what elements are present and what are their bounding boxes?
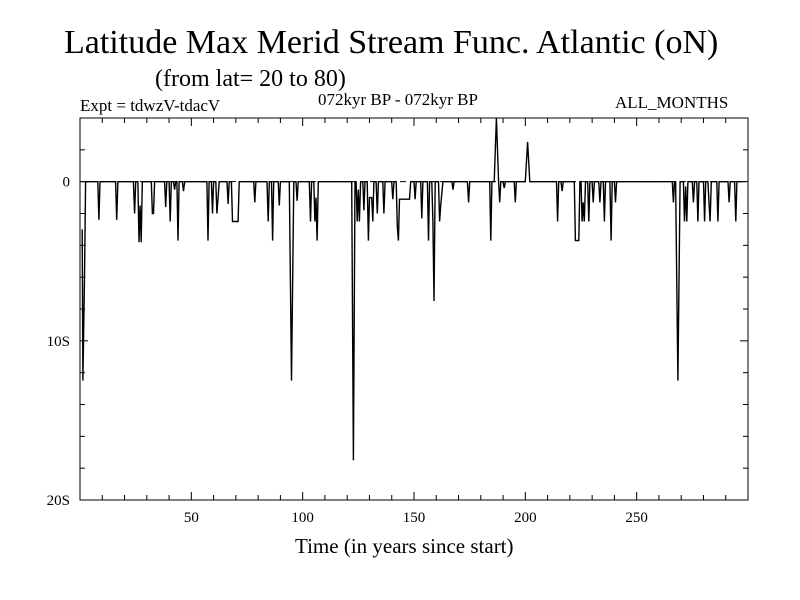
x-axis-label: Time (in years since start): [295, 534, 514, 558]
period-label: 072kyr BP - 072kyr BP: [318, 90, 478, 109]
x-tick-label: 200: [514, 510, 537, 526]
series-line: [81, 117, 742, 461]
tick-labels: 50 100 150 200 250 0 10S 20S: [47, 175, 648, 526]
chart-title: Latitude Max Merid Stream Func. Atlantic…: [64, 24, 719, 61]
x-tick-label: 50: [184, 510, 199, 526]
experiment-label: Expt = tdwzV-tdacV: [80, 96, 221, 115]
axis-ticks: [80, 117, 748, 501]
x-tick-label: 150: [403, 510, 426, 526]
y-tick-label: 0: [63, 175, 71, 191]
y-tick-label: 20S: [47, 493, 70, 509]
months-label: ALL_MONTHS: [615, 93, 729, 112]
x-tick-label: 250: [625, 510, 648, 526]
plot-frame: [79, 117, 749, 501]
x-tick-label: 100: [291, 510, 314, 526]
chart-subtitle: (from lat= 20 to 80): [155, 66, 346, 92]
y-tick-label: 10S: [47, 334, 70, 350]
